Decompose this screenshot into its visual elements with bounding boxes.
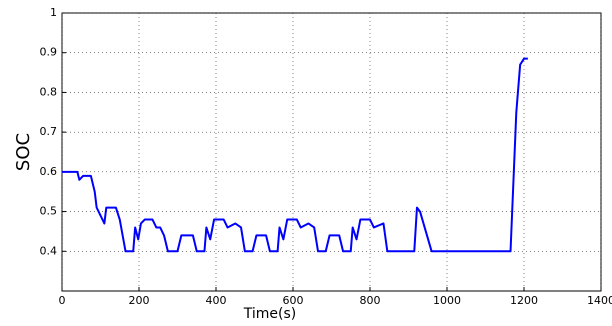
plot-area (61, 12, 602, 292)
x-tick-label: 600 (283, 294, 304, 307)
y-tick-label: 0.4 (40, 244, 58, 257)
y-tick-label: 0.9 (40, 46, 58, 59)
data-line (62, 57, 528, 253)
x-axis-label: Time(s) (243, 306, 296, 322)
y-axis-label: SOC (13, 133, 34, 171)
x-tick-label: 800 (360, 294, 381, 307)
x-tick-label: 200 (129, 294, 150, 307)
y-tick-label: 0.7 (40, 125, 58, 138)
y-tick-label: 0.6 (40, 165, 58, 178)
x-tick-label: 0 (59, 294, 66, 307)
x-tick-label: 1000 (433, 294, 461, 307)
y-tick-label: 1 (50, 6, 57, 19)
x-tick-label: 400 (206, 294, 227, 307)
y-tick-label: 0.5 (40, 205, 58, 218)
y-tick-label: 0.8 (40, 85, 58, 98)
x-tick-label: 1400 (587, 294, 612, 307)
x-tick-label: 1200 (510, 294, 538, 307)
